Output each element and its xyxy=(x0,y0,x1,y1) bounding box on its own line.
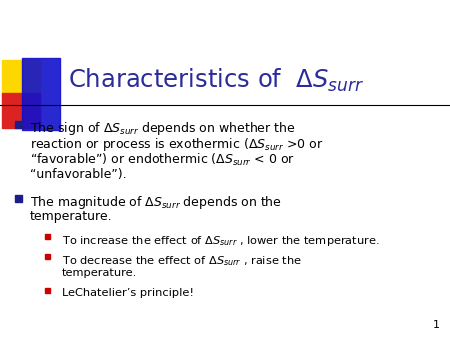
Bar xyxy=(45,234,50,239)
Text: reaction or process is exothermic ($\Delta S_{surr}$ >0 or: reaction or process is exothermic ($\Del… xyxy=(30,136,324,153)
Bar xyxy=(2,60,40,98)
Text: To decrease the effect of $\Delta S_{surr}$ , raise the: To decrease the effect of $\Delta S_{sur… xyxy=(62,254,302,268)
Text: The magnitude of $\Delta S_{surr}$ depends on the: The magnitude of $\Delta S_{surr}$ depen… xyxy=(30,194,282,211)
Bar xyxy=(14,194,22,201)
Text: “favorable”) or endothermic ($\Delta S_{surr}$ < 0 or: “favorable”) or endothermic ($\Delta S_{… xyxy=(30,152,295,168)
Bar xyxy=(22,58,60,130)
Text: To increase the effect of $\Delta S_{surr}$ , lower the temperature.: To increase the effect of $\Delta S_{sur… xyxy=(62,234,380,248)
Text: 1: 1 xyxy=(433,320,440,330)
Bar xyxy=(14,121,22,127)
Bar xyxy=(45,254,50,259)
Bar xyxy=(2,93,40,128)
Text: The sign of $\Delta S_{surr}$ depends on whether the: The sign of $\Delta S_{surr}$ depends on… xyxy=(30,120,296,137)
Text: “unfavorable”).: “unfavorable”). xyxy=(30,168,126,181)
Text: Characteristics of  $\Delta S_{surr}$: Characteristics of $\Delta S_{surr}$ xyxy=(68,66,364,94)
Text: temperature.: temperature. xyxy=(62,268,137,278)
Text: LeChatelier’s principle!: LeChatelier’s principle! xyxy=(62,288,194,298)
Text: temperature.: temperature. xyxy=(30,210,112,223)
Bar xyxy=(45,288,50,292)
